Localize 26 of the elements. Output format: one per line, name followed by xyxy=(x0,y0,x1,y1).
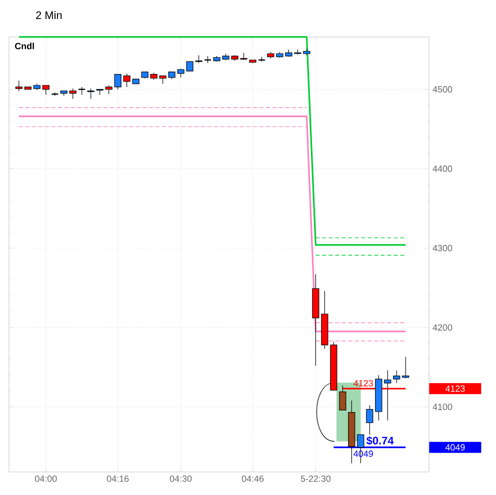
candlestick xyxy=(42,85,50,96)
annotation: $0.74 xyxy=(366,436,394,446)
y-tick-label: 4300 xyxy=(432,244,452,252)
candlestick xyxy=(393,370,400,384)
x-tick-label: 04:30 xyxy=(170,475,192,482)
candlestick xyxy=(69,88,76,100)
candlestick xyxy=(15,80,22,92)
x-tick-label: 5-22:30 xyxy=(300,475,331,482)
candlestick xyxy=(339,385,346,410)
annotation: 4123 xyxy=(354,380,373,386)
chart-title: 2 Min xyxy=(36,11,62,19)
text: 4049 xyxy=(445,444,465,451)
x-tick-label: 04:46 xyxy=(242,475,264,482)
candlestick xyxy=(384,370,392,421)
annotation: Cndl xyxy=(15,42,34,50)
x-tick-label: 04:00 xyxy=(35,475,57,482)
candlestick xyxy=(87,88,94,100)
y-tick-label: 4400 xyxy=(432,166,452,172)
y-tick-label: 4100 xyxy=(432,404,452,410)
y-tick-label: 4200 xyxy=(432,324,452,331)
candlestick xyxy=(114,74,122,90)
candlestick xyxy=(402,356,410,379)
x-tick-label: 04:16 xyxy=(106,475,129,482)
text: 4123 xyxy=(445,385,465,392)
candlestick xyxy=(366,404,374,435)
y-tick-label: 4500 xyxy=(432,86,452,93)
